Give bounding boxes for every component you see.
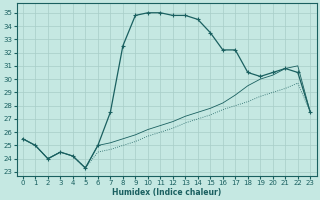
X-axis label: Humidex (Indice chaleur): Humidex (Indice chaleur)	[112, 188, 221, 197]
